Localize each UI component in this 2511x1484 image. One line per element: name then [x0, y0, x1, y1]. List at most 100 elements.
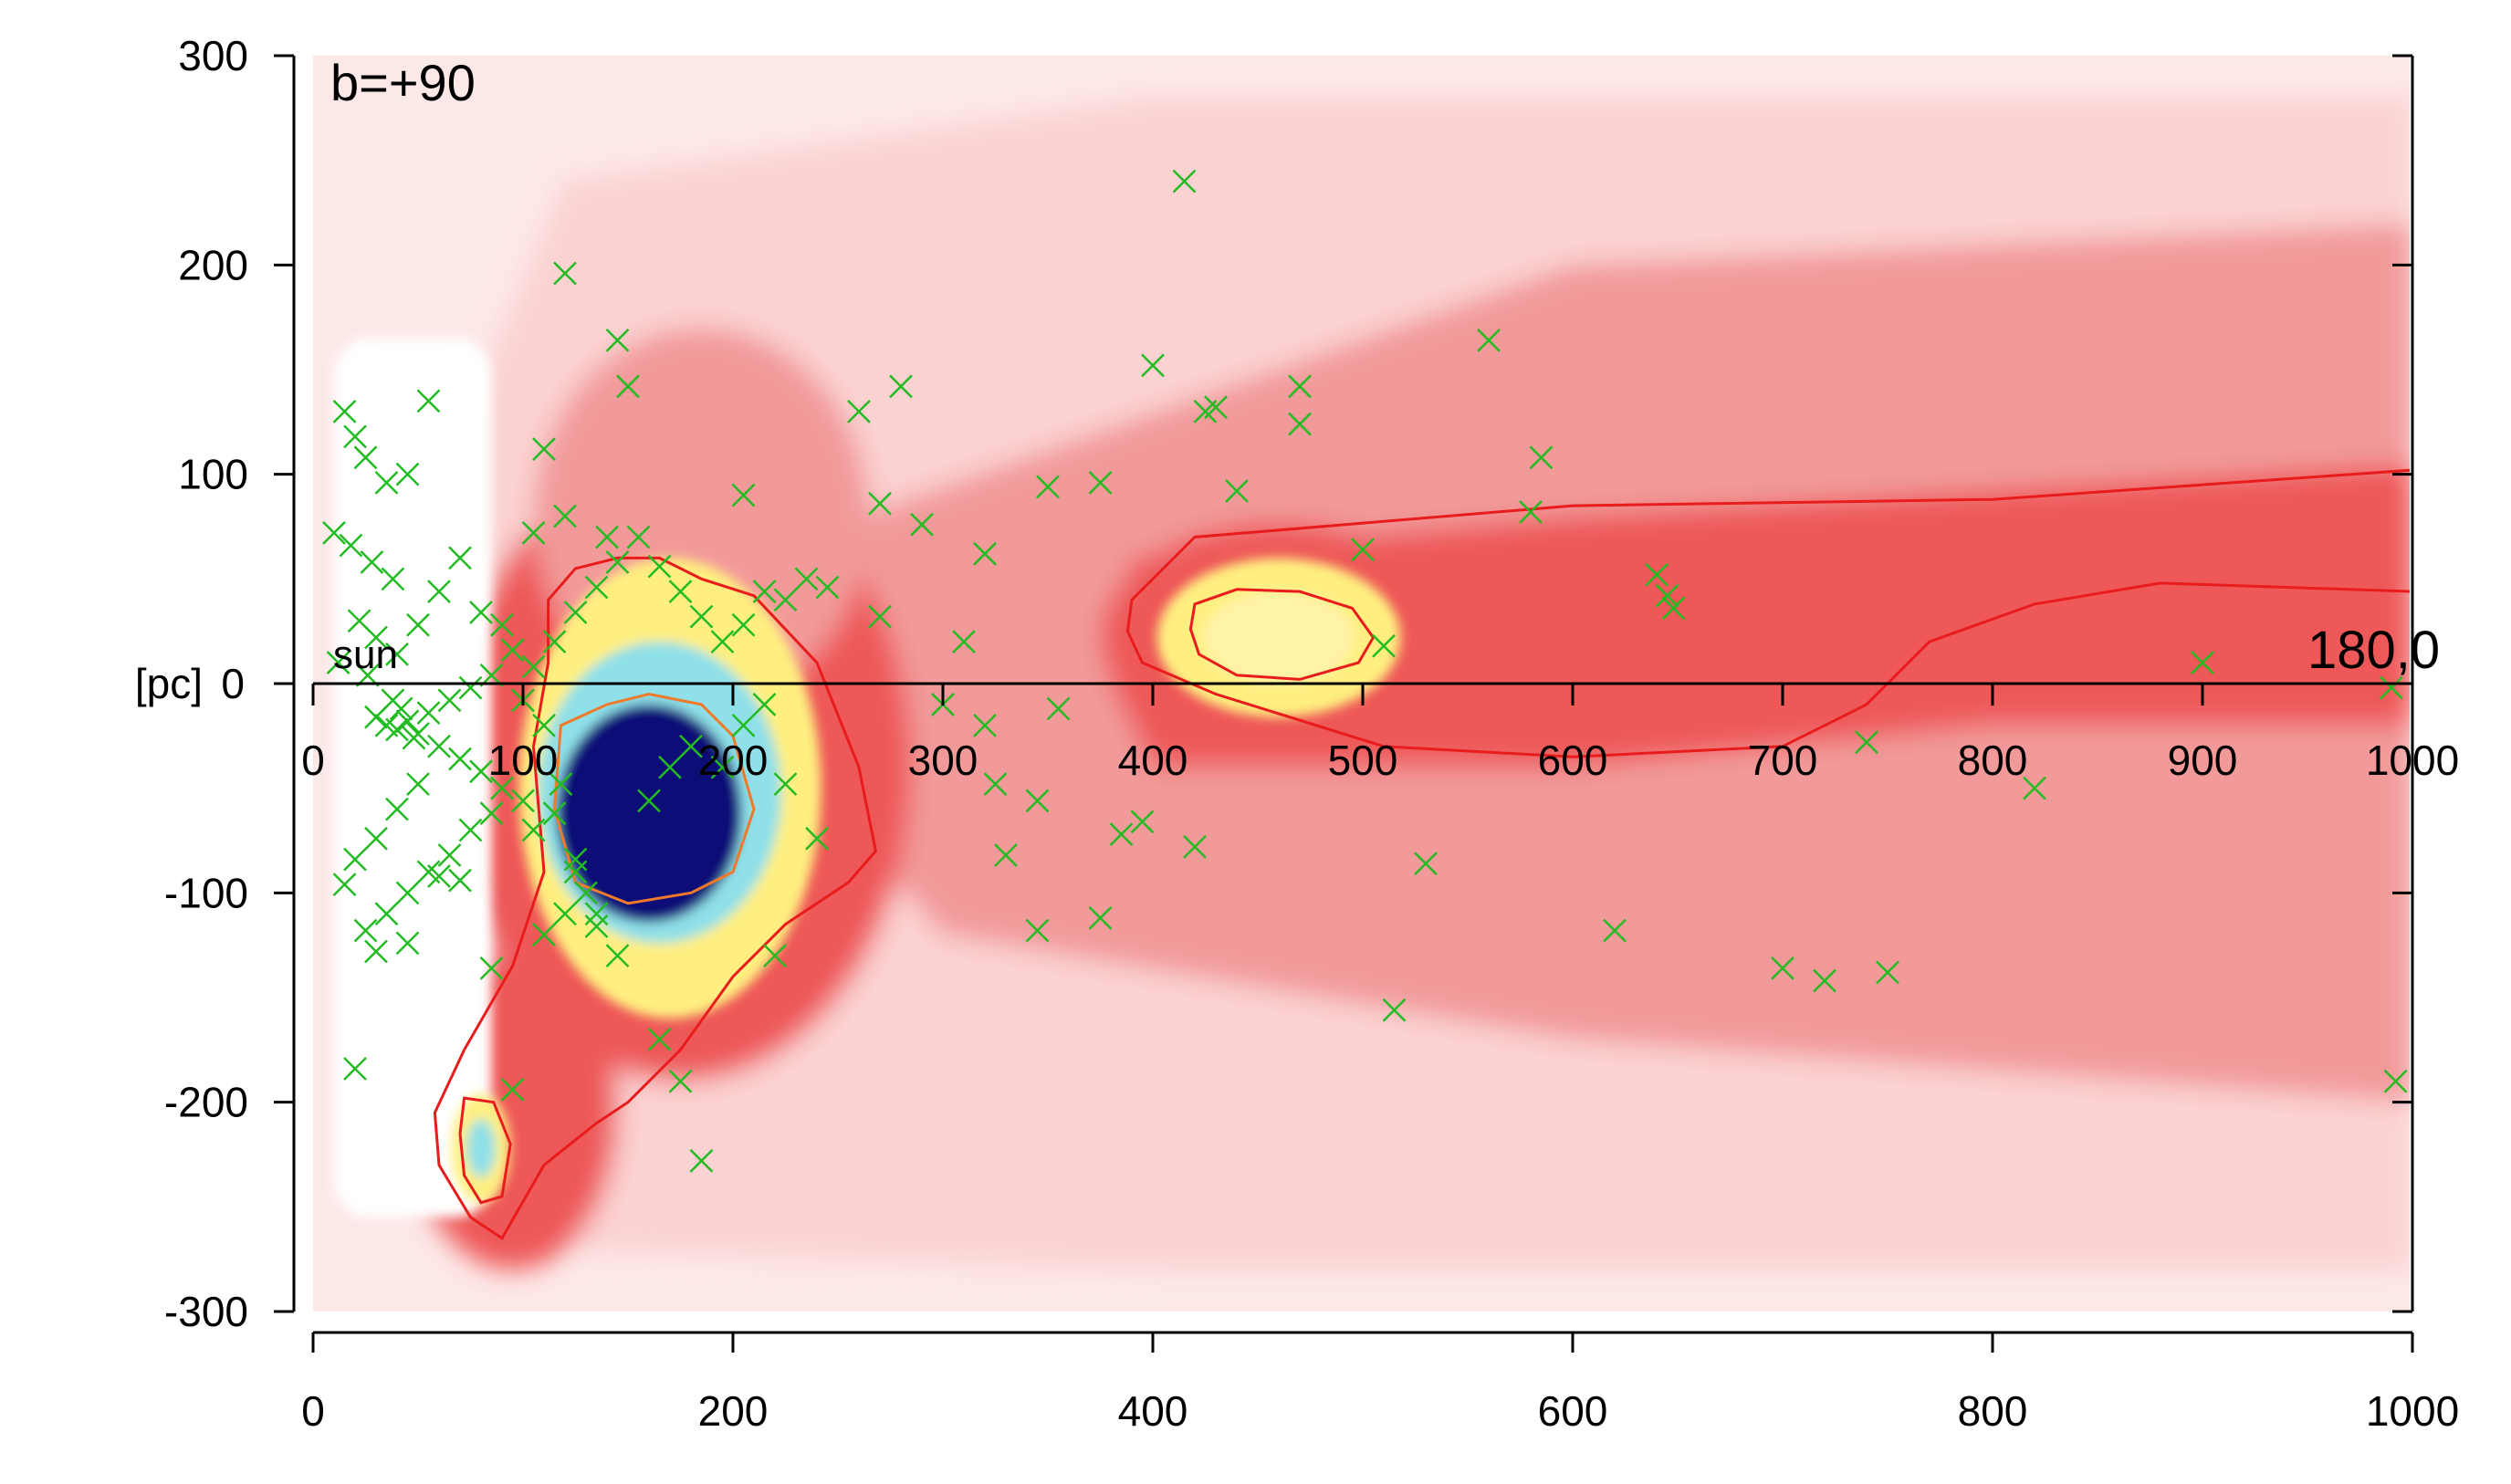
- star-marker: [1172, 169, 1197, 193]
- star-marker: [847, 399, 871, 423]
- star-marker: [427, 734, 451, 758]
- star-marker: [1876, 960, 1899, 985]
- star-marker: [752, 580, 777, 603]
- star-marker: [406, 612, 430, 637]
- star-marker: [574, 881, 598, 905]
- star-markers: [322, 169, 2408, 1173]
- star-marker: [343, 1057, 367, 1081]
- star-marker: [332, 399, 357, 423]
- star-marker: [532, 713, 556, 737]
- star-marker: [458, 675, 483, 700]
- star-marker: [710, 755, 735, 779]
- star-marker: [532, 437, 556, 462]
- contour-near-cloud-outer: [433, 556, 878, 1240]
- star-marker: [647, 1027, 672, 1051]
- star-marker: [448, 546, 472, 570]
- star-marker: [469, 601, 493, 624]
- inner-x-tick-label: 0: [301, 737, 325, 784]
- star-marker: [679, 734, 703, 758]
- star-marker: [437, 688, 462, 713]
- star-marker: [364, 625, 388, 650]
- star-marker: [1603, 918, 1627, 943]
- star-marker: [1130, 810, 1155, 834]
- star-marker: [448, 747, 472, 771]
- star-marker: [1025, 918, 1050, 943]
- star-marker: [381, 567, 405, 591]
- star-marker: [326, 651, 350, 674]
- star-marker: [364, 826, 388, 851]
- star-marker: [763, 944, 787, 968]
- star-marker: [469, 759, 493, 784]
- star-marker: [584, 914, 609, 938]
- star-marker: [1036, 475, 1060, 499]
- x-tick-label: 0: [301, 1387, 325, 1435]
- star-marker: [605, 550, 630, 574]
- inner-x-tick-label: 300: [908, 737, 978, 784]
- star-marker: [374, 902, 399, 926]
- inner-x-tick-label: 1000: [2366, 737, 2459, 784]
- star-marker: [689, 1148, 714, 1173]
- inner-x-tick-label: 600: [1538, 737, 1608, 784]
- star-marker: [500, 638, 525, 663]
- star-marker: [2383, 1069, 2408, 1093]
- star-marker: [339, 533, 363, 558]
- star-marker: [983, 772, 1008, 796]
- star-marker: [595, 525, 619, 549]
- star-marker: [343, 847, 367, 872]
- heatmap-near-cloud-peak: [556, 704, 742, 923]
- star-marker: [427, 580, 451, 603]
- origin-label: sun: [333, 632, 398, 677]
- y-tick-label: 300: [178, 32, 248, 79]
- star-marker: [542, 630, 567, 654]
- star-marker: [910, 512, 934, 537]
- star-marker: [521, 654, 546, 679]
- star-marker: [406, 772, 430, 796]
- star-marker: [1771, 956, 1794, 980]
- y-tick-label: -200: [164, 1079, 248, 1126]
- star-marker: [563, 847, 588, 872]
- star-marker: [731, 483, 756, 507]
- star-marker: [553, 261, 577, 286]
- star-marker: [500, 1078, 525, 1102]
- star-marker: [553, 902, 577, 926]
- star-marker: [626, 525, 651, 549]
- star-marker: [385, 797, 409, 821]
- star-marker: [332, 873, 357, 897]
- star-marker: [521, 520, 546, 545]
- x-tick-label: 1000: [2366, 1387, 2459, 1435]
- star-marker: [1025, 789, 1050, 813]
- star-marker: [322, 520, 346, 545]
- x-tick-label: 600: [1538, 1387, 1608, 1435]
- star-marker: [416, 389, 441, 413]
- inner-x-tick-label: 800: [1958, 737, 2028, 784]
- star-marker: [1477, 329, 1501, 352]
- star-marker: [1046, 696, 1071, 721]
- star-marker: [395, 931, 420, 956]
- star-marker: [689, 604, 714, 629]
- inner-x-tick-label: 100: [488, 737, 559, 784]
- star-marker: [637, 789, 661, 813]
- star-marker: [360, 550, 384, 574]
- star-marker: [1088, 905, 1113, 930]
- star-marker: [353, 918, 378, 943]
- star-marker: [374, 470, 399, 495]
- star-marker: [1645, 562, 1669, 587]
- star-marker: [752, 693, 777, 716]
- star-marker: [805, 826, 829, 851]
- star-marker: [1141, 353, 1165, 378]
- star-marker: [668, 1069, 693, 1093]
- star-marker: [605, 329, 630, 352]
- x-tick-label: 200: [698, 1387, 769, 1435]
- star-marker: [1382, 998, 1407, 1022]
- density-contours: [433, 468, 2410, 1240]
- contour-near-cloud-inner: [552, 692, 756, 905]
- star-marker: [973, 541, 997, 566]
- star-marker: [668, 580, 693, 603]
- star-marker: [402, 726, 426, 750]
- star-marker: [584, 575, 609, 600]
- star-marker: [2023, 776, 2046, 800]
- star-marker: [385, 717, 409, 742]
- star-marker: [1661, 596, 1686, 621]
- inner-x-tick-label: 900: [2168, 737, 2238, 784]
- star-marker: [584, 902, 609, 926]
